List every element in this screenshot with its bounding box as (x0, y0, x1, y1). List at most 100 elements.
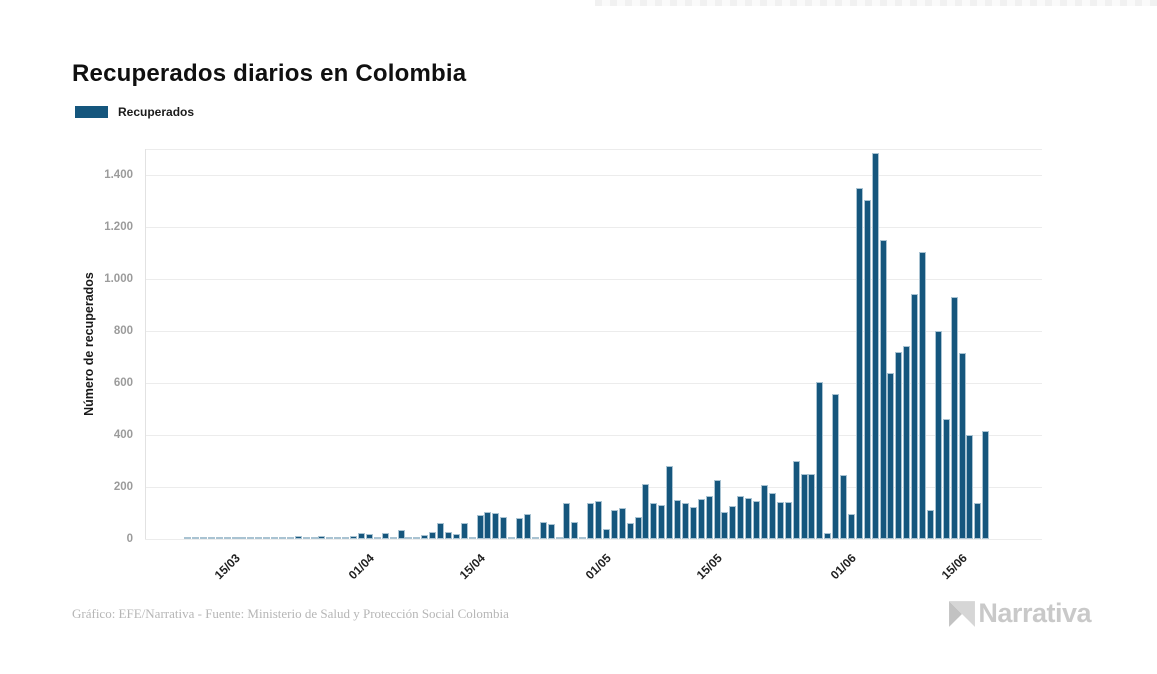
legend[interactable]: Recuperados (75, 105, 194, 119)
bar[interactable] (381, 533, 389, 539)
bar[interactable] (792, 461, 800, 539)
bar[interactable] (444, 532, 452, 539)
bar[interactable] (484, 512, 492, 539)
bar[interactable] (626, 523, 634, 539)
bar[interactable] (334, 537, 342, 539)
bar[interactable] (642, 484, 650, 539)
bar[interactable] (982, 431, 990, 539)
bar[interactable] (255, 537, 263, 539)
bar[interactable] (239, 537, 247, 539)
bar[interactable] (666, 466, 674, 539)
bar[interactable] (579, 537, 587, 539)
bar[interactable] (847, 514, 855, 539)
bar[interactable] (768, 493, 776, 539)
bar[interactable] (863, 200, 871, 539)
bar[interactable] (310, 537, 318, 539)
bar[interactable] (753, 501, 761, 539)
bar[interactable] (658, 505, 666, 539)
bar[interactable] (397, 530, 405, 539)
bar[interactable] (634, 517, 642, 539)
bar[interactable] (231, 537, 239, 539)
bar[interactable] (729, 506, 737, 539)
bar[interactable] (713, 480, 721, 539)
bar[interactable] (650, 503, 658, 539)
bar[interactable] (318, 536, 326, 539)
bar[interactable] (721, 512, 729, 539)
bar[interactable] (263, 537, 271, 539)
bar[interactable] (223, 537, 231, 539)
bar[interactable] (429, 532, 437, 539)
bar[interactable] (437, 523, 444, 539)
bar[interactable] (855, 188, 863, 539)
bar[interactable] (271, 537, 278, 539)
bar[interactable] (776, 502, 784, 539)
bar[interactable] (508, 537, 516, 539)
bar[interactable] (816, 382, 824, 539)
bar[interactable] (911, 294, 919, 539)
bar[interactable] (681, 503, 689, 539)
bar[interactable] (373, 537, 381, 539)
bar[interactable] (587, 503, 595, 539)
bar[interactable] (879, 240, 887, 539)
bar[interactable] (547, 524, 555, 539)
bar[interactable] (278, 537, 286, 539)
bar[interactable] (761, 485, 768, 539)
bar[interactable] (476, 515, 484, 539)
bar[interactable] (389, 537, 397, 539)
bar[interactable] (563, 503, 571, 539)
bar[interactable] (595, 501, 602, 539)
bar[interactable] (421, 535, 429, 539)
bar[interactable] (824, 533, 832, 539)
bar[interactable] (286, 537, 294, 539)
bar[interactable] (950, 297, 958, 539)
bar[interactable] (919, 252, 926, 539)
bar[interactable] (966, 435, 974, 539)
bar[interactable] (302, 537, 310, 539)
bar[interactable] (808, 474, 816, 539)
bar[interactable] (800, 474, 808, 539)
bar[interactable] (405, 537, 413, 539)
bar[interactable] (215, 537, 223, 539)
bar[interactable] (737, 496, 745, 539)
bar[interactable] (468, 537, 476, 539)
bar[interactable] (887, 373, 895, 539)
bar[interactable] (674, 500, 681, 539)
bar[interactable] (365, 534, 373, 539)
bar[interactable] (555, 537, 563, 539)
bar[interactable] (610, 510, 618, 539)
bar[interactable] (618, 508, 626, 539)
bar[interactable] (926, 510, 934, 539)
bar[interactable] (745, 498, 753, 539)
bar[interactable] (895, 352, 903, 539)
bar[interactable] (342, 537, 350, 539)
bar[interactable] (199, 537, 207, 539)
bar[interactable] (840, 475, 847, 539)
bar[interactable] (413, 537, 421, 539)
bar[interactable] (958, 353, 966, 539)
bar[interactable] (184, 537, 192, 539)
bar[interactable] (602, 529, 610, 539)
bar[interactable] (689, 507, 697, 539)
bar[interactable] (942, 419, 950, 539)
bar[interactable] (705, 496, 713, 539)
bar[interactable] (871, 153, 879, 539)
bar[interactable] (832, 394, 840, 539)
bar[interactable] (192, 537, 199, 539)
bar[interactable] (350, 536, 357, 539)
bar[interactable] (903, 346, 911, 539)
bar[interactable] (326, 537, 334, 539)
bar[interactable] (460, 523, 468, 539)
bar[interactable] (452, 534, 460, 539)
bar[interactable] (207, 537, 215, 539)
bar[interactable] (492, 513, 500, 539)
bar[interactable] (974, 503, 982, 539)
bar[interactable] (294, 536, 302, 539)
bar[interactable] (697, 499, 705, 539)
bar[interactable] (531, 537, 539, 539)
bar[interactable] (247, 537, 255, 539)
bar[interactable] (500, 517, 508, 539)
bar[interactable] (934, 331, 942, 539)
bar[interactable] (357, 533, 365, 539)
bar[interactable] (571, 522, 579, 539)
bar[interactable] (784, 502, 792, 539)
